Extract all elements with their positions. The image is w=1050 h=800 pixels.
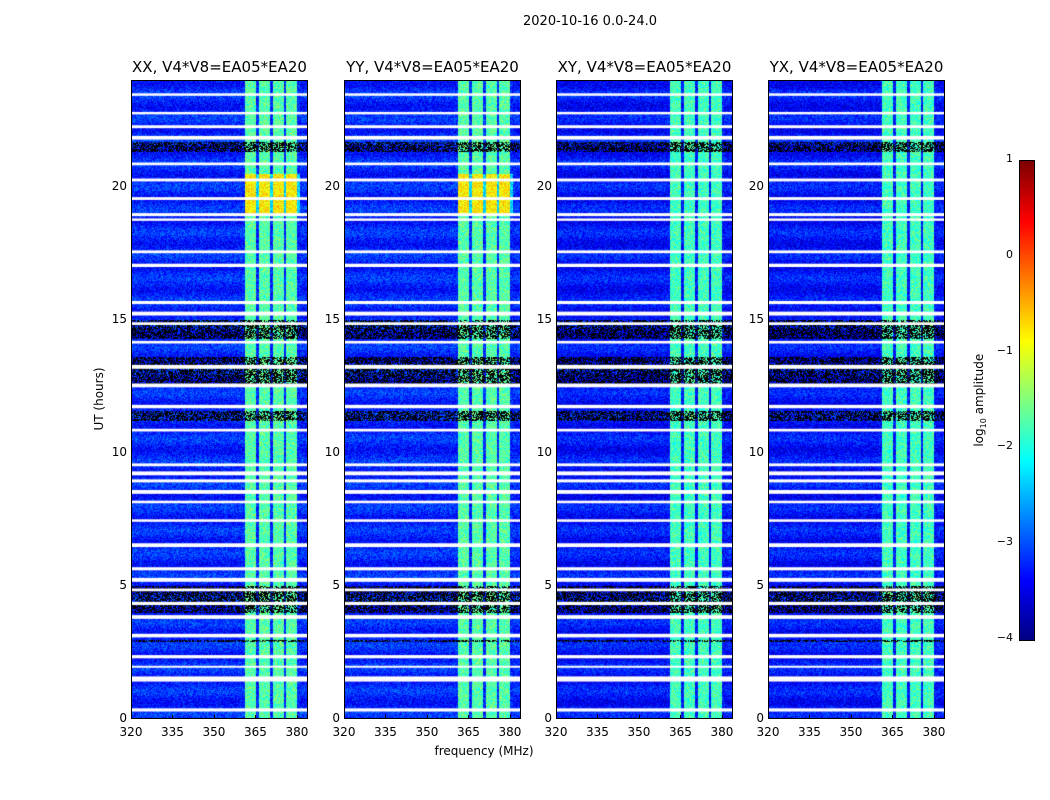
axes-frame	[344, 80, 521, 719]
x-tick-mark	[850, 715, 852, 719]
x-tick-label: 380	[710, 725, 734, 739]
spectrogram-heatmap	[768, 80, 945, 719]
x-tick-mark	[385, 715, 387, 719]
y-tick-label: 10	[111, 444, 127, 459]
panel-title: YX, V4*V8=EA05*EA20	[769, 58, 944, 76]
x-tick-mark	[721, 715, 723, 719]
spectrogram-heatmap	[131, 80, 308, 719]
colorbar-tick-label: 1	[1006, 152, 1013, 165]
y-tick-label: 15	[536, 311, 552, 326]
axes-frame	[556, 80, 733, 719]
x-tick-mark	[426, 715, 428, 719]
axes-frame	[768, 80, 945, 719]
y-tick-label: 10	[748, 444, 764, 459]
x-tick-label: 380	[285, 725, 309, 739]
x-tick-label: 365	[457, 725, 480, 739]
panel-0: XX, V4*V8=EA05*EA20	[131, 58, 308, 719]
panel-title: YY, V4*V8=EA05*EA20	[346, 58, 519, 76]
y-tick-label: 20	[111, 178, 127, 193]
y-tick-label: 10	[324, 444, 340, 459]
panel-1: YY, V4*V8=EA05*EA20	[344, 58, 521, 719]
x-tick-mark	[638, 715, 640, 719]
x-tick-mark	[296, 715, 298, 719]
x-tick-mark	[255, 715, 257, 719]
y-tick-label: 10	[536, 444, 552, 459]
y-tick-label: 0	[119, 711, 127, 725]
axes-frame	[131, 80, 308, 719]
colorbar-tick-label: −1	[996, 343, 1013, 357]
y-tick-label: 15	[111, 311, 127, 326]
x-tick-label: 350	[415, 725, 439, 739]
x-tick-label: 320	[332, 725, 356, 739]
y-tick-label: 5	[332, 577, 340, 592]
y-tick-label: 20	[748, 178, 764, 193]
y-tick-label: 20	[324, 178, 340, 193]
y-tick-label: 0	[756, 711, 764, 725]
x-tick-mark	[556, 715, 557, 719]
x-tick-label: 380	[922, 725, 946, 739]
figure-title: 2020-10-16 0.0-24.0	[523, 14, 657, 29]
spectrogram-heatmap	[344, 80, 521, 719]
x-tick-mark	[509, 715, 511, 719]
y-tick-label: 5	[544, 577, 552, 592]
colorbar	[1019, 160, 1035, 641]
x-tick-label: 365	[881, 725, 904, 739]
x-tick-mark	[597, 715, 599, 719]
x-tick-mark	[131, 715, 132, 719]
x-tick-mark	[172, 715, 174, 719]
panel-3: YX, V4*V8=EA05*EA20	[768, 58, 945, 719]
x-tick-mark	[468, 715, 470, 719]
spectrogram-heatmap	[556, 80, 733, 719]
colorbar-tick-label: −4	[996, 631, 1013, 644]
y-tick-label: 5	[119, 577, 127, 592]
y-axis-label: UT (hours)	[92, 367, 106, 431]
y-tick-label: 15	[748, 311, 764, 326]
x-tick-label: 335	[798, 725, 821, 739]
y-tick-label: 15	[324, 311, 340, 326]
x-tick-mark	[213, 715, 215, 719]
x-tick-mark	[344, 715, 345, 719]
x-tick-mark	[768, 715, 769, 719]
colorbar-tick-label: −2	[996, 439, 1013, 453]
x-tick-label: 320	[756, 725, 780, 739]
x-tick-label: 320	[119, 725, 143, 739]
y-tick-label: 20	[536, 178, 552, 193]
y-tick-label: 0	[544, 711, 552, 725]
panel-2: XY, V4*V8=EA05*EA20	[556, 58, 733, 719]
x-tick-mark	[892, 715, 894, 719]
colorbar-tick-label: −3	[996, 535, 1013, 549]
x-tick-label: 365	[669, 725, 692, 739]
y-tick-label: 0	[332, 711, 340, 725]
colorbar-tick-label: 0	[1006, 247, 1013, 261]
x-tick-label: 350	[202, 725, 226, 739]
panel-title: XX, V4*V8=EA05*EA20	[132, 58, 307, 76]
x-tick-label: 380	[498, 725, 522, 739]
x-tick-label: 335	[161, 725, 184, 739]
x-tick-label: 335	[374, 725, 397, 739]
x-tick-label: 320	[544, 725, 568, 739]
y-tick-label: 5	[756, 577, 764, 592]
x-tick-mark	[809, 715, 811, 719]
x-tick-label: 335	[586, 725, 609, 739]
x-tick-label: 350	[839, 725, 863, 739]
x-tick-label: 365	[244, 725, 267, 739]
x-tick-label: 350	[627, 725, 651, 739]
x-axis-label: frequency (MHz)	[434, 744, 534, 758]
panel-title: XY, V4*V8=EA05*EA20	[557, 58, 732, 76]
x-tick-mark	[680, 715, 682, 719]
x-tick-mark	[933, 715, 935, 719]
